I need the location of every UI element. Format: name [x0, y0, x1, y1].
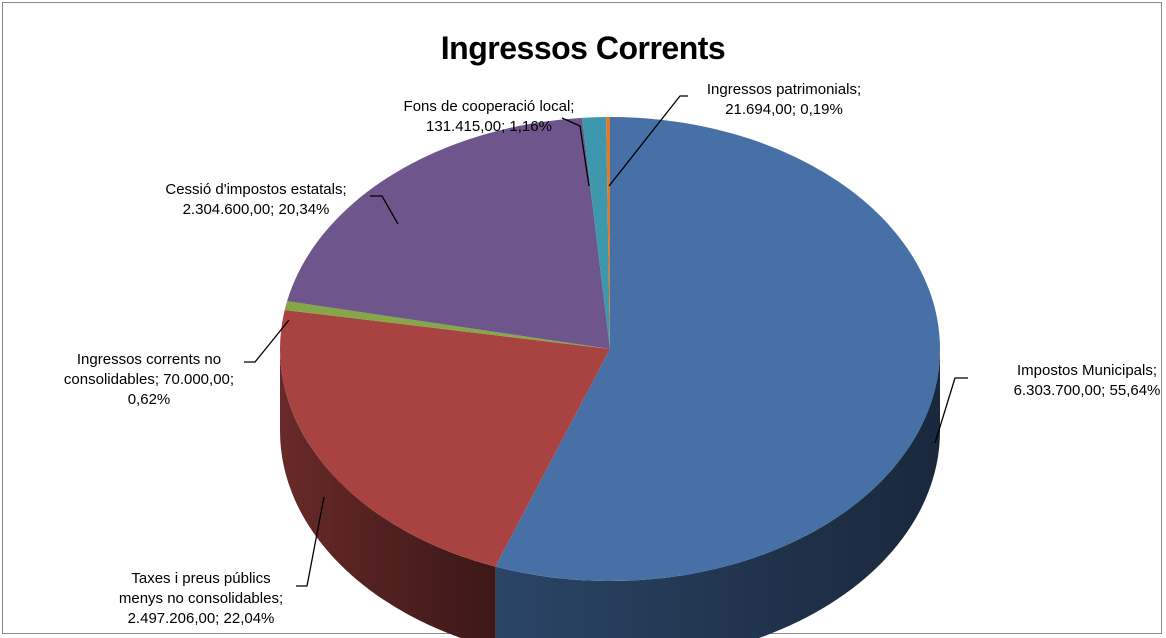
- leader-line-ingressos-corrents-no-consolidables: [244, 319, 290, 363]
- data-label-line: 2.304.600,00; 20,34%: [183, 201, 330, 218]
- data-label-line: 0,62%: [128, 391, 171, 408]
- data-label-line: Ingressos corrents no: [77, 351, 221, 368]
- pie-slice-fons-de-cooperacio-local: [582, 117, 610, 350]
- data-label-impostos-municipals: Impostos Municipals; 6.303.700,00; 55,64%: [1014, 362, 1161, 399]
- pie-slice-ingressos-patrimonials: [606, 117, 610, 349]
- data-label-ingressos-corrents-no-consolidables: Ingressos corrents no consolidables; 70.0…: [64, 351, 234, 408]
- pie-side-impostos-municipals: [495, 349, 940, 638]
- pie-slice-taxes-i-preus-publics-menys-no-consolidables: [280, 310, 610, 567]
- pie-slice-ingressos-corrents-no-consolidables: [284, 301, 610, 349]
- data-label-cessio-d-impostos-estatals: Cessió d'impostos estatals; 2.304.600,00;…: [165, 181, 346, 218]
- data-label-line: 21.694,00; 0,19%: [725, 101, 843, 118]
- data-label-line: consolidables; 70.000,00;: [64, 371, 234, 388]
- data-label-ingressos-patrimonials: Ingressos patrimonials; 21.694,00; 0,19%: [707, 81, 861, 118]
- pie-side-taxes-i-preus-publics-menys-no-consolidables: [280, 349, 496, 638]
- data-label-line: 2.497.206,00; 22,04%: [128, 610, 275, 627]
- pie-slice-impostos-municipals: [495, 117, 940, 581]
- pie-slice-cessio-d-impostos-estatals: [287, 117, 610, 349]
- data-label-line: Impostos Municipals;: [1017, 362, 1157, 379]
- leader-line-impostos-municipals: [934, 377, 968, 444]
- data-label-fons-de-cooperacio-local: Fons de cooperació local; 131.415,00; 1,1…: [404, 98, 575, 135]
- data-label-line: Taxes i preus públics: [131, 570, 270, 587]
- data-label-line: Cessió d'impostos estatals;: [165, 181, 346, 198]
- data-label-line: menys no consolidables;: [119, 590, 283, 607]
- data-label-line: Fons de cooperació local;: [404, 98, 575, 115]
- leader-line-taxes-i-preus-publics-menys-no-consolidables: [296, 496, 325, 587]
- chart-title: Ingressos Corrents: [440, 30, 726, 66]
- leader-line-ingressos-patrimonials: [608, 95, 688, 187]
- leader-line-fons-de-cooperacio-local: [561, 117, 590, 187]
- data-label-line: Ingressos patrimonials;: [707, 81, 861, 98]
- data-label-taxes-i-preus-publics-menys-no-consolidables: Taxes i preus públics menys no consolidab…: [119, 570, 283, 627]
- leader-line-cessio-d-impostos-estatals: [370, 195, 399, 225]
- data-label-line: 131.415,00; 1,16%: [426, 118, 552, 135]
- data-label-line: 6.303.700,00; 55,64%: [1014, 382, 1161, 399]
